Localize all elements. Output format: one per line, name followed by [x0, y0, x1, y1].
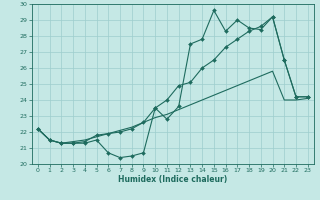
- X-axis label: Humidex (Indice chaleur): Humidex (Indice chaleur): [118, 175, 228, 184]
